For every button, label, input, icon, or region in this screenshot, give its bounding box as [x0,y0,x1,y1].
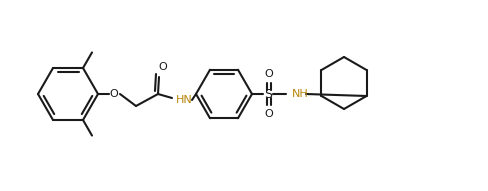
Text: HN: HN [176,95,193,105]
Text: S: S [264,87,272,100]
Text: O: O [159,62,167,72]
Text: O: O [264,69,273,79]
Text: O: O [264,109,273,119]
Text: NH: NH [292,89,309,99]
Text: O: O [110,89,119,99]
